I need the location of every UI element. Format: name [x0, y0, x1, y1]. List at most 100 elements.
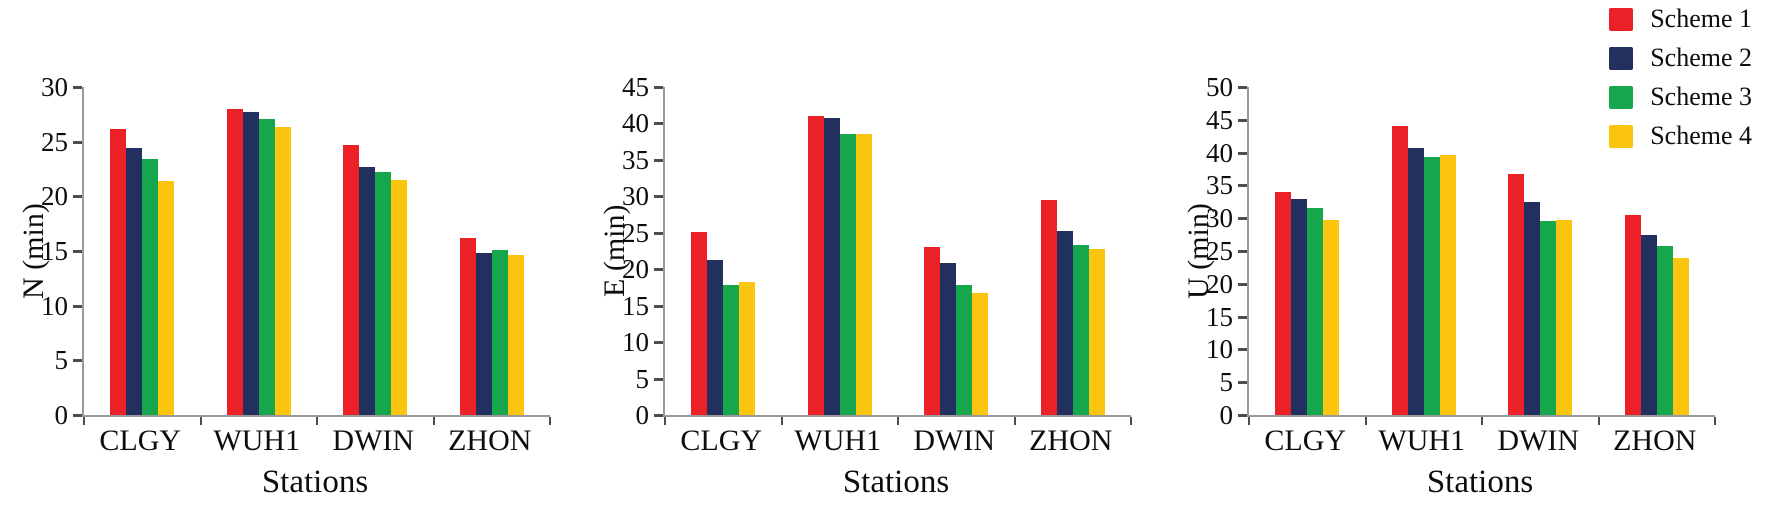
legend: Scheme 1 Scheme 2 Scheme 3 Scheme 4 [1609, 6, 1752, 149]
y-tick-label: 20 [1206, 268, 1233, 299]
bar-group-dwin [898, 87, 1015, 415]
y-tick-label: 0 [54, 400, 69, 430]
bar-scheme-2-wuh1 [1407, 148, 1424, 415]
y-tick-mark [654, 268, 663, 272]
bar-group-zhon [434, 87, 551, 415]
y-tick-mark [73, 304, 82, 308]
x-category-label: ZHON [448, 424, 532, 457]
bar-scheme-4-dwin [1556, 219, 1573, 415]
y-tick-mark [73, 414, 82, 417]
bar-scheme-4-dwin [391, 179, 408, 415]
bar-scheme-2-zhon [1056, 231, 1073, 415]
y-tick-mark [654, 377, 663, 381]
bar-scheme-2-wuh1 [823, 118, 840, 415]
y-tick-mark [654, 195, 663, 199]
x-tick-mark [549, 417, 551, 425]
bar-scheme-3-dwin [956, 285, 973, 415]
y-tick-mark [1238, 250, 1247, 253]
y-tick-mark [1238, 315, 1247, 319]
plot-area [73, 86, 551, 425]
bar-scheme-3-zhon [1072, 245, 1089, 415]
bar-scheme-1-clgy [110, 128, 127, 415]
bar-scheme-3-clgy [142, 159, 159, 415]
bar-group-zhon [1599, 87, 1716, 415]
bar-scheme-1-zhon [1624, 214, 1641, 415]
legend-item-label: Scheme 2 [1650, 43, 1752, 72]
y-tick-label: 15 [1206, 301, 1233, 332]
bar-scheme-2-zhon [1640, 235, 1657, 415]
bar-scheme-3-wuh1 [1423, 156, 1440, 415]
bar-scheme-1-wuh1 [226, 108, 243, 415]
x-category-labels: CLGY WUH1 DWIN ZHON [1247, 424, 1713, 458]
bar-scheme-4-wuh1 [855, 133, 872, 415]
x-axis-title: Stations [261, 464, 369, 500]
y-tick-label: 15 [41, 236, 68, 266]
y-tick-label: 10 [1206, 334, 1233, 365]
plot-area [654, 86, 1132, 425]
x-tick-mark [1597, 417, 1600, 425]
bar-scheme-4-wuh1 [1439, 154, 1456, 415]
x-category-label: WUH1 [794, 424, 882, 457]
y-tick-label: 30 [1206, 203, 1233, 234]
bar-scheme-1-zhon [459, 237, 476, 415]
y-tick-label: 40 [622, 108, 649, 139]
y-tick-mark [1238, 348, 1247, 352]
chart-n-panel: N (min) 0 5 10 15 20 25 30 CLGY WUH1 DWIN ZHON Stati… [0, 0, 581, 511]
color-swatch-icon [1609, 7, 1634, 31]
x-category-label: CLGY [1264, 424, 1347, 457]
bar-group-wuh1 [782, 87, 899, 415]
bar-scheme-4-zhon [1672, 258, 1689, 415]
y-tick-label: 5 [1219, 367, 1234, 398]
x-axis-title: Stations [1426, 464, 1534, 500]
bar-group-wuh1 [201, 87, 318, 415]
bar-group-dwin [1482, 87, 1599, 415]
chart-u-panel: U (min) 0 5 10 15 20 25 30 35 40 45 50 CLGY WUH1 DWIN Z… [1165, 0, 1768, 511]
y-tick-mark [654, 122, 663, 126]
y-tick-mark [1238, 217, 1247, 221]
y-tick-mark [654, 231, 663, 235]
y-tick-mark [654, 304, 663, 308]
color-swatch-icon [1609, 46, 1634, 70]
x-category-label: CLGY [680, 424, 763, 457]
y-tick-label: 35 [1206, 170, 1233, 201]
bar-scheme-1-dwin [924, 247, 941, 415]
bar-group-dwin [317, 87, 434, 415]
y-tick-label: 45 [622, 72, 649, 102]
x-tick-mark [199, 417, 202, 425]
bar-group-clgy [84, 87, 201, 415]
y-tick-label: 0 [635, 400, 650, 430]
bar-group-clgy [1249, 87, 1366, 415]
bar-scheme-2-dwin [359, 166, 376, 415]
legend-item-label: Scheme 1 [1650, 4, 1752, 33]
y-tick-mark [654, 158, 663, 162]
x-category-label: DWIN [913, 424, 996, 457]
y-tick-mark [1238, 282, 1247, 286]
x-tick-mark [897, 417, 899, 425]
bar-scheme-1-clgy [1275, 191, 1292, 415]
bar-scheme-3-zhon [491, 249, 508, 415]
y-tick-label: 30 [41, 72, 68, 102]
bar-scheme-1-dwin [343, 144, 360, 415]
y-tick-mark [73, 86, 82, 89]
y-tick-label: 25 [622, 217, 649, 248]
color-swatch-icon [1609, 85, 1634, 109]
bar-scheme-1-clgy [691, 232, 708, 415]
x-category-label: WUH1 [1378, 424, 1466, 457]
y-tick-mark [1238, 414, 1247, 417]
bar-scheme-1-zhon [1040, 199, 1057, 415]
y-tick-mark [1238, 118, 1247, 122]
bar-scheme-4-zhon [507, 255, 524, 415]
bar-scheme-4-dwin [972, 293, 989, 415]
legend-item-label: Scheme 4 [1650, 121, 1752, 150]
legend-item-3: Scheme 3 [1609, 84, 1752, 110]
y-tick-mark [1238, 381, 1247, 385]
y-tick-label: 5 [54, 345, 69, 376]
x-category-labels: CLGY WUH1 DWIN ZHON [663, 424, 1129, 458]
y-tick-mark [1238, 86, 1247, 89]
bar-scheme-2-clgy [707, 259, 724, 415]
y-tick-label: 50 [1206, 72, 1233, 102]
y-tick-label: 25 [41, 126, 68, 157]
bar-scheme-2-clgy [1291, 198, 1308, 415]
legend-item-2: Scheme 2 [1609, 45, 1752, 71]
